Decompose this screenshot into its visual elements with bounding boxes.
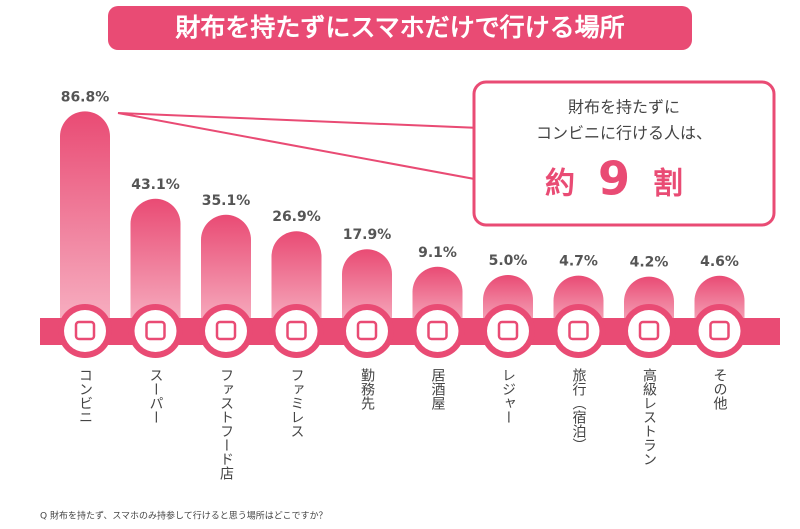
x-tick-label: 勤務先: [359, 368, 375, 411]
icon: [487, 310, 529, 352]
chart-title: 財布を持たずにスマホだけで行ける場所: [175, 13, 624, 42]
callout-prefix: 約: [545, 167, 575, 202]
icon: [205, 310, 247, 352]
callout-gap: [476, 125, 482, 183]
value-label: 9.1%: [418, 245, 457, 261]
value-label: 86.8%: [61, 89, 110, 105]
icon: [275, 310, 318, 352]
icon: [698, 310, 741, 352]
value-label: 5.0%: [489, 253, 528, 269]
x-tick-label: 居酒屋: [430, 368, 446, 411]
bar: [130, 198, 181, 330]
value-label: 4.6%: [700, 254, 739, 270]
icon: [134, 310, 177, 352]
icon-glyph: [74, 320, 96, 341]
x-tick-label: スーパー: [148, 368, 164, 424]
callout-line: コンビニに行ける人は、: [536, 124, 712, 143]
value-label: 43.1%: [131, 177, 180, 193]
icon: [628, 310, 670, 352]
icon-glyph: [427, 320, 448, 341]
value-label: 4.2%: [630, 255, 669, 271]
value-label: 4.7%: [559, 254, 598, 270]
x-tick-label: レジャー: [500, 368, 516, 424]
bar: [201, 214, 251, 330]
value-label: 17.9%: [343, 227, 392, 243]
value-label: 35.1%: [202, 193, 251, 209]
icon-glyph: [356, 320, 378, 341]
x-tick-label: 高級レストラン: [641, 367, 657, 466]
icon-glyph: [497, 320, 519, 341]
x-tick-label: 旅行（宿泊）: [571, 368, 587, 452]
x-tick-label: ファストフード店: [218, 368, 234, 480]
icon-glyph: [215, 320, 237, 341]
x-tick-label: その他: [712, 368, 728, 411]
icon: [416, 310, 459, 352]
bar: [60, 111, 110, 330]
icon-glyph: [709, 320, 730, 341]
icon: [346, 310, 388, 352]
x-tick-label: コンビニ: [77, 368, 93, 424]
title-box: [108, 6, 692, 50]
icon-glyph: [145, 320, 166, 341]
callout-pointer: [117, 112, 481, 182]
value-label: 26.9%: [272, 209, 321, 225]
footnote: Q 財布を持たず、スマホのみ持参して行けると思う場所はどこですか？: [40, 510, 328, 522]
callout: 財布を持たずに コンビニに行ける人は、 約 9 割: [117, 80, 776, 227]
icons: [58, 304, 747, 358]
callout-box: [472, 80, 776, 227]
x-tick-label: ファミレス: [289, 368, 305, 438]
icon-glyph: [286, 320, 307, 341]
callout-line: 財布を持たずに: [568, 98, 680, 117]
icon-glyph: [568, 320, 589, 341]
callout-number: 9: [598, 152, 630, 206]
icon: [557, 310, 600, 352]
icon-glyph: [638, 320, 660, 341]
icon: [64, 310, 106, 352]
bar: [271, 231, 322, 330]
callout-suffix: 割: [653, 167, 683, 202]
